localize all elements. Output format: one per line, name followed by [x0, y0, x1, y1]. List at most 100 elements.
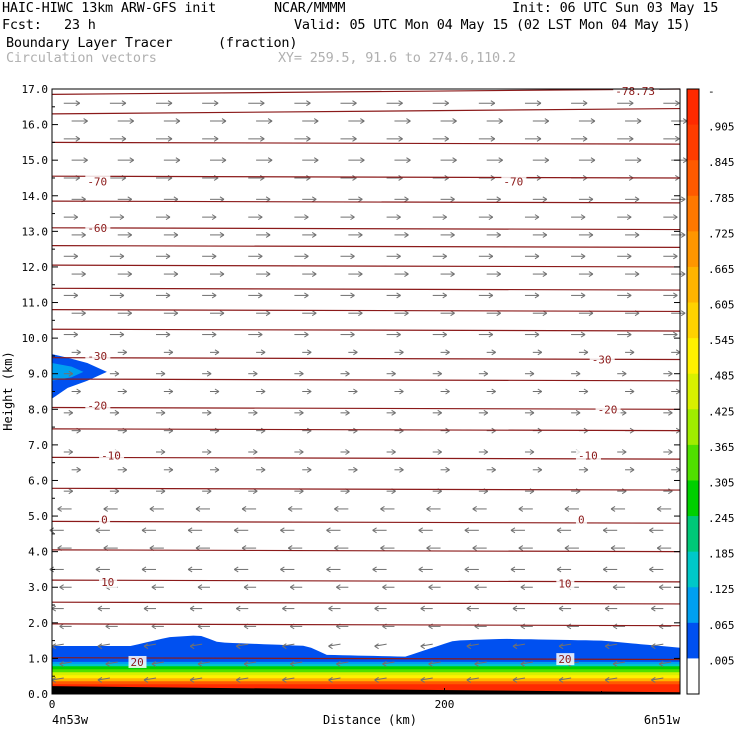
wind-vector-head — [542, 231, 548, 238]
wind-vector-head — [428, 584, 433, 591]
wind-vector — [474, 661, 487, 665]
wind-vector-head — [634, 231, 640, 238]
colorbar-label: .605 — [708, 299, 735, 312]
wind-vector-head — [529, 370, 535, 377]
y-tick-label: 12.0 — [22, 261, 49, 274]
wind-vector-head — [588, 231, 594, 238]
wind-vector-head — [673, 331, 678, 338]
wind-vector-head — [658, 584, 664, 591]
wind-vector-head — [57, 506, 62, 512]
wind-vector-head — [173, 271, 179, 277]
wind-vector-head — [675, 135, 680, 142]
wind-vector-head — [306, 388, 312, 395]
wind-vector-head — [214, 349, 220, 356]
y-tick-label: 2.0 — [28, 617, 48, 630]
wind-vector-head — [160, 449, 166, 455]
wind-vector-head — [165, 214, 171, 221]
wind-vector-head — [621, 449, 627, 455]
wind-vector-head — [259, 135, 265, 142]
wind-vector — [382, 661, 395, 665]
y-tick-label: 6.0 — [28, 474, 48, 487]
isotherm-line — [51, 287, 681, 291]
colorbar-label: .185 — [708, 548, 735, 561]
isotherm-label: 0 — [578, 514, 585, 527]
wind-vector-head — [160, 370, 166, 377]
wind-vector-head — [542, 196, 548, 203]
wind-vector — [605, 643, 618, 647]
model-title: HAIC-HIWC 13km ARW-GFS init — [2, 0, 217, 16]
wind-vector-head — [311, 310, 317, 317]
wind-vector-head — [537, 466, 543, 473]
wind-vector-head — [221, 157, 227, 164]
wind-vector-head — [445, 349, 450, 356]
wind-vector-head — [588, 271, 594, 277]
wind-vector-head — [311, 271, 317, 277]
wind-vector-head — [328, 605, 333, 612]
y-tick-label: 4.0 — [28, 546, 48, 559]
wind-vector-head — [612, 584, 618, 591]
wind-vector-head — [83, 157, 88, 164]
wind-vector-head — [360, 157, 365, 164]
isotherm-label-bg — [85, 221, 111, 234]
wind-vector-head — [97, 677, 103, 683]
wind-vector-head — [119, 253, 125, 260]
wind-vector-head — [444, 100, 449, 107]
wind-vector-head — [151, 584, 157, 591]
wind-vector-head — [282, 677, 287, 683]
wind-vector-head — [243, 661, 249, 667]
wind-vector-head — [95, 527, 101, 534]
wind-vector-head — [426, 506, 431, 512]
wind-vector-head — [575, 370, 581, 377]
wind-vector-head — [673, 253, 678, 260]
wind-vector-head — [103, 506, 109, 512]
isotherm-label-bg — [128, 655, 147, 668]
wind-vector-head — [396, 331, 401, 338]
wind-vector-head — [252, 409, 258, 416]
tracer-fill-layer — [52, 354, 680, 694]
colorbar-swatch — [687, 89, 699, 126]
wind-vector-head — [260, 349, 266, 356]
isotherm-label-bg — [556, 577, 575, 590]
wind-vector-head — [544, 118, 550, 124]
colorbar-label: .545 — [708, 334, 735, 347]
colorbar-label: .245 — [708, 512, 735, 525]
wind-vector-head — [167, 135, 173, 142]
wind-vector-head — [304, 253, 309, 260]
wind-vector-head — [534, 292, 540, 299]
wind-vector-head — [168, 388, 174, 395]
wind-vector-head — [211, 331, 217, 338]
wind-vector-head — [372, 527, 377, 534]
wind-vector-head — [583, 388, 589, 395]
wind-vector-head — [420, 643, 425, 650]
wind-vector-head — [219, 271, 225, 277]
wind-vector-head — [380, 545, 385, 552]
wind-vector-head — [582, 100, 588, 107]
wind-vector-head — [544, 157, 550, 164]
wind-vector-head — [629, 349, 635, 356]
wind-vector-head — [634, 271, 640, 277]
wind-vector-head — [260, 466, 266, 473]
wind-vector-head — [466, 643, 472, 650]
colorbar: - .905 .845 .785 .725 .665 .605 .545 .485 .425 .36… — [686, 85, 735, 695]
wind-vector-head — [490, 100, 496, 107]
wind-vector-head — [474, 584, 479, 591]
wind-vector-head — [252, 370, 258, 377]
wind-vector-head — [583, 466, 589, 473]
wind-vector-head — [328, 643, 333, 650]
isotherm-line — [51, 520, 681, 524]
wind-vector-head — [127, 310, 133, 317]
wind-vector-head — [382, 584, 387, 591]
colorbar-swatch — [687, 409, 699, 446]
wind-vector — [512, 677, 526, 681]
aloft-tracer-blob — [52, 354, 107, 399]
colorbar-label: .665 — [708, 263, 735, 276]
wind-vector-head — [556, 566, 562, 573]
wind-vector-head — [582, 135, 588, 142]
wind-vector-head — [280, 566, 285, 573]
y-axis-label: Height (km) — [1, 351, 15, 430]
isotherm-label: -10 — [578, 450, 598, 463]
wind-vector-head — [406, 157, 411, 164]
isotherm-label: -30 — [592, 353, 612, 366]
wind-vector-head — [518, 506, 524, 512]
isotherm-label-bg — [85, 349, 111, 362]
